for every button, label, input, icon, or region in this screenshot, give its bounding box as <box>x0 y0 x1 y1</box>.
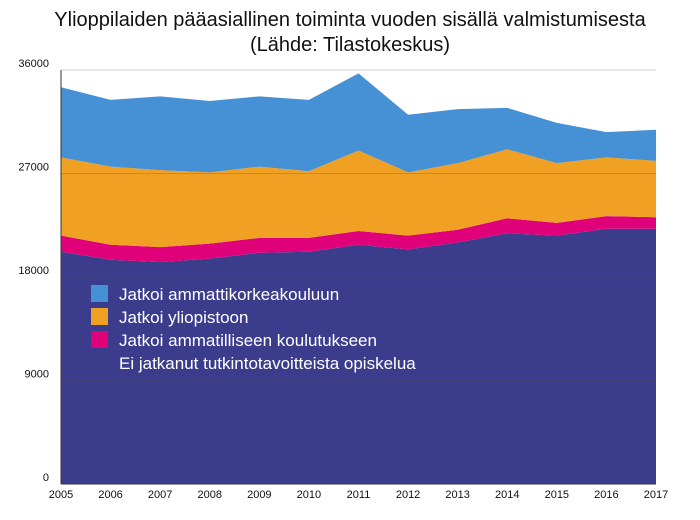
x-tick-label: 2015 <box>545 489 569 501</box>
x-tick-label: 2017 <box>644 489 668 501</box>
y-tick-label: 18000 <box>18 265 49 277</box>
legend-label: Jatkoi ammatilliseen koulutukseen <box>119 331 377 350</box>
series-area-0 <box>61 228 656 484</box>
x-tick-label: 2013 <box>445 489 469 501</box>
y-tick-label: 27000 <box>18 162 49 174</box>
chart-title: Ylioppilaiden pääasiallinen toiminta vuo… <box>54 9 646 31</box>
legend-swatch <box>91 354 108 371</box>
y-tick-label: 36000 <box>18 58 49 70</box>
legend-swatch <box>91 285 108 302</box>
legend-label: Jatkoi yliopistoon <box>119 308 248 327</box>
x-tick-label: 2014 <box>495 489 519 501</box>
legend-swatch <box>91 308 108 325</box>
x-tick-label: 2016 <box>594 489 618 501</box>
x-tick-label: 2006 <box>98 489 122 501</box>
x-tick-label: 2010 <box>297 489 321 501</box>
x-tick-label: 2009 <box>247 489 271 501</box>
chart-subtitle: (Lähde: Tilastokeskus) <box>249 34 451 56</box>
x-tick-label: 2012 <box>396 489 420 501</box>
y-tick-label: 0 <box>43 472 49 484</box>
x-tick-label: 2011 <box>347 489 371 501</box>
legend-label: Ei jatkanut tutkintotavoitteista opiskel… <box>119 354 416 373</box>
series-area-3 <box>61 73 656 173</box>
x-tick-label: 2007 <box>148 489 172 501</box>
y-tick-label: 9000 <box>25 369 49 381</box>
x-tick-label: 2005 <box>49 489 73 501</box>
legend-swatch <box>91 331 108 348</box>
series-area-1 <box>61 216 656 263</box>
legend-label: Jatkoi ammattikorkeakouluun <box>119 285 339 304</box>
x-tick-label: 2008 <box>198 489 222 501</box>
